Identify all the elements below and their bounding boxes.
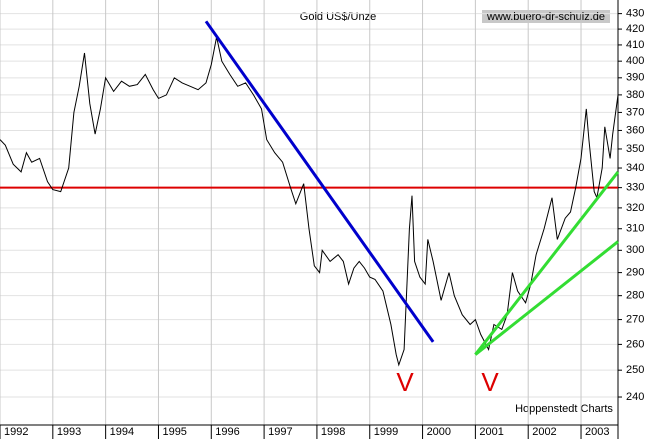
y-tick-label: 370 — [626, 106, 644, 118]
x-tick-label: 1999 — [374, 426, 398, 438]
y-tick-label: 330 — [626, 182, 644, 194]
x-tick-label: 2001 — [479, 426, 503, 438]
y-tick-label: 310 — [626, 223, 644, 235]
y-tick-label: 410 — [626, 39, 644, 51]
y-tick-label: 390 — [626, 72, 644, 84]
annotation: V — [396, 367, 414, 397]
annotation: V — [481, 367, 499, 397]
y-tick-label: 320 — [626, 202, 644, 214]
credit: Hoppenstedt Charts — [515, 403, 613, 415]
y-tick-label: 260 — [626, 338, 644, 350]
y-tick-label: 350 — [626, 143, 644, 155]
x-tick-label: 1994 — [110, 426, 134, 438]
x-tick-label: 1998 — [321, 426, 345, 438]
x-tick-label: 2002 — [532, 426, 556, 438]
x-tick-label: 1992 — [4, 426, 28, 438]
source: www.buero-dr-schulz.de — [486, 11, 605, 23]
y-tick-label: 340 — [626, 162, 644, 174]
x-tick-label: 1993 — [57, 426, 81, 438]
y-tick-label: 280 — [626, 290, 644, 302]
y-tick-label: 430 — [626, 8, 644, 20]
y-tick-label: 250 — [626, 364, 644, 376]
y-tick-label: 360 — [626, 124, 644, 136]
y-tick-label: 270 — [626, 313, 644, 325]
x-tick-label: 2000 — [427, 426, 451, 438]
y-tick-label: 400 — [626, 55, 644, 67]
y-tick-label: 300 — [626, 244, 644, 256]
y-tick-label: 380 — [626, 89, 644, 101]
x-tick-label: 1997 — [268, 426, 292, 438]
trend-line — [204, 20, 435, 343]
x-tick-label: 1996 — [215, 426, 239, 438]
price-line — [0, 36, 619, 367]
chart-title: Gold US$/Unze — [300, 11, 376, 23]
y-tick-label: 240 — [626, 391, 644, 403]
trend-line — [474, 240, 619, 356]
y-tick-label: 420 — [626, 23, 644, 35]
x-tick-label: 2003 — [585, 426, 609, 438]
x-tick-label: 1995 — [162, 426, 186, 438]
y-tick-label: 290 — [626, 267, 644, 279]
trend-line — [474, 170, 620, 356]
